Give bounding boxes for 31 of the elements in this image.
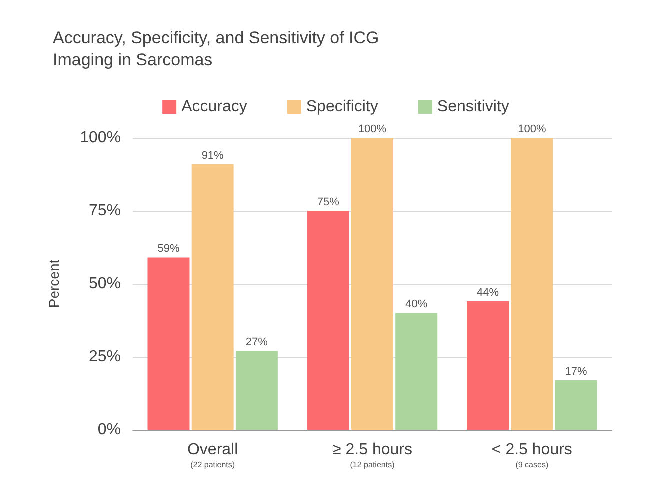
y-tick-label: 0%: [98, 422, 121, 438]
x-tick-label: Overall (22 patients): [187, 442, 238, 470]
data-label: 59%: [158, 243, 180, 256]
y-tick-label: 25%: [88, 348, 121, 366]
bar: [192, 164, 234, 430]
bar: [467, 302, 510, 430]
bar: [555, 380, 598, 430]
data-label: 27%: [246, 336, 268, 349]
legend-label: Sensitivity: [437, 98, 510, 116]
legend-label: Accuracy: [182, 98, 248, 116]
legend-label: Specificity: [306, 98, 378, 116]
data-label: 17%: [565, 366, 588, 378]
data-label: 100%: [518, 124, 546, 136]
data-label: 40%: [406, 298, 428, 311]
x-tick-label: ≥ 2.5 hours (12 patients): [332, 442, 412, 470]
bar: [511, 138, 554, 430]
data-label: 100%: [358, 124, 387, 136]
bar: [307, 211, 350, 430]
chart-title: Accuracy, Specificity, and Sensitivity of ICG Imaging in Sarcomas: [53, 28, 380, 70]
data-label: 91%: [202, 150, 224, 162]
y-tick-label: 50%: [88, 276, 121, 292]
bar: [148, 258, 190, 430]
bar: [236, 351, 278, 430]
data-label: 44%: [477, 287, 500, 300]
y-axis-title: Percent: [46, 260, 62, 308]
y-tick-label: 75%: [88, 202, 121, 220]
y-tick-label: 100%: [80, 130, 121, 146]
bar: [396, 313, 438, 430]
bar: [352, 138, 394, 430]
data-label: 75%: [317, 196, 340, 208]
x-tick-label: < 2.5 hours (9 cases): [492, 442, 572, 470]
